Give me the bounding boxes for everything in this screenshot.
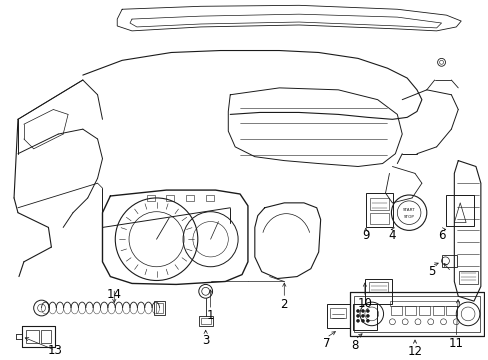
Bar xyxy=(146,195,154,201)
Circle shape xyxy=(366,310,368,312)
Bar xyxy=(405,306,415,315)
Bar xyxy=(365,193,392,228)
Circle shape xyxy=(361,314,364,318)
Bar xyxy=(185,195,193,201)
Text: 12: 12 xyxy=(407,345,422,358)
Text: START: START xyxy=(402,208,415,212)
Bar xyxy=(26,330,39,343)
Circle shape xyxy=(361,319,364,322)
Text: 11: 11 xyxy=(448,337,463,350)
Circle shape xyxy=(361,310,364,312)
Bar xyxy=(166,195,174,201)
Bar xyxy=(458,271,477,284)
Text: 7: 7 xyxy=(322,337,329,350)
Bar xyxy=(201,318,210,324)
Bar xyxy=(446,306,456,315)
Bar xyxy=(418,306,429,315)
Bar xyxy=(155,303,163,313)
Bar xyxy=(205,195,213,201)
Bar xyxy=(369,213,388,225)
Text: 6: 6 xyxy=(437,229,445,242)
Text: 3: 3 xyxy=(202,334,209,347)
Text: 10: 10 xyxy=(357,297,371,310)
Bar xyxy=(352,304,376,330)
Bar xyxy=(390,306,402,315)
Bar xyxy=(369,198,388,210)
Text: 13: 13 xyxy=(48,344,62,357)
Bar xyxy=(368,283,387,292)
Text: 8: 8 xyxy=(351,339,358,352)
Circle shape xyxy=(366,319,368,322)
Bar xyxy=(364,279,391,304)
Text: 5: 5 xyxy=(427,265,434,278)
Circle shape xyxy=(356,319,359,322)
Text: STOP: STOP xyxy=(403,215,414,219)
Bar xyxy=(389,301,458,306)
Circle shape xyxy=(356,314,359,318)
Circle shape xyxy=(356,310,359,312)
Text: 14: 14 xyxy=(106,288,122,301)
Text: 4: 4 xyxy=(388,229,395,242)
Bar xyxy=(330,308,346,318)
Bar xyxy=(199,316,212,326)
Text: 9: 9 xyxy=(362,229,369,242)
Bar xyxy=(446,195,473,226)
Text: 2: 2 xyxy=(280,298,287,311)
Circle shape xyxy=(366,314,368,318)
Bar xyxy=(41,330,51,343)
Bar xyxy=(153,301,165,315)
Text: 1: 1 xyxy=(206,309,214,322)
Bar xyxy=(441,255,456,267)
Bar xyxy=(353,296,479,332)
Bar xyxy=(326,304,349,328)
Bar xyxy=(432,306,443,315)
